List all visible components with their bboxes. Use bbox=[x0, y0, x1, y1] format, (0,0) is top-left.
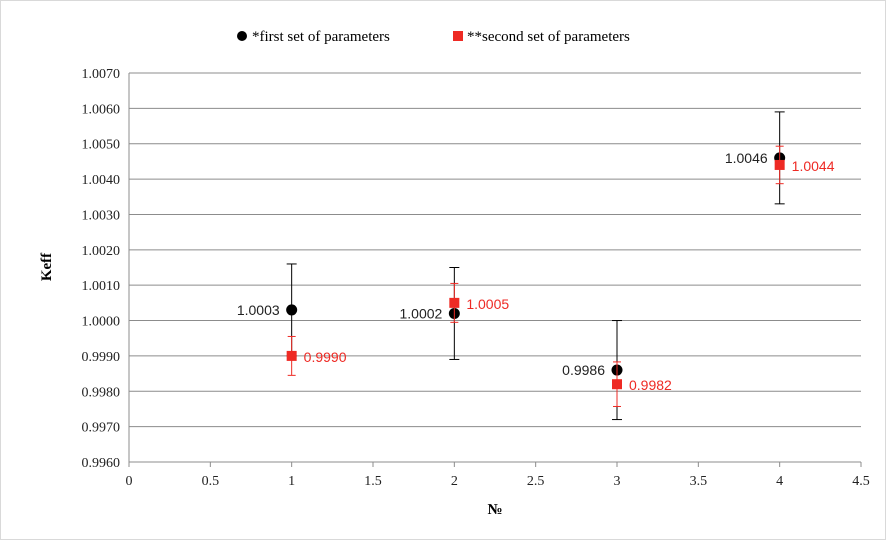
data-label: 1.0003 bbox=[237, 302, 280, 318]
x-axis-title: № bbox=[487, 502, 502, 518]
data-label: 0.9986 bbox=[562, 362, 605, 378]
data-label: 0.9982 bbox=[629, 377, 672, 393]
y-tick-label: 0.9970 bbox=[82, 421, 121, 436]
legend-label-second: **second set of parameters bbox=[467, 29, 630, 45]
y-axis-title: Keff bbox=[39, 252, 55, 281]
y-tick-label: 1.0050 bbox=[82, 138, 121, 153]
y-tick-label: 0.9960 bbox=[82, 456, 121, 471]
y-tick-label: 1.0000 bbox=[82, 315, 121, 330]
y-tick-label: 0.9990 bbox=[82, 350, 121, 365]
data-label: 1.0002 bbox=[400, 305, 443, 321]
data-label: 1.0046 bbox=[725, 150, 768, 166]
y-tick-label: 1.0010 bbox=[82, 279, 121, 294]
x-tick-label: 0 bbox=[126, 474, 133, 489]
x-tick-label: 1 bbox=[288, 474, 295, 489]
legend-marker-first bbox=[237, 31, 247, 41]
y-tick-labels: 0.9960 0.9970 0.9980 0.9990 1.0000 1.0010 1.00… bbox=[82, 67, 121, 471]
data-point bbox=[286, 350, 297, 361]
series-2: 0.9990 1.0005 0.9982 1.0044 bbox=[286, 145, 835, 407]
x-tick-label: 0.5 bbox=[202, 474, 220, 489]
x-tick-label: 2.5 bbox=[527, 474, 545, 489]
x-tick-label: 3 bbox=[614, 474, 621, 489]
x-tick-label: 1.5 bbox=[364, 474, 382, 489]
x-tick-label: 2 bbox=[451, 474, 458, 489]
axes bbox=[128, 73, 862, 467]
data-label: 1.0044 bbox=[792, 158, 835, 174]
legend: *first set of parameters **second set of… bbox=[237, 29, 630, 45]
data-point bbox=[774, 159, 785, 170]
data-label: 1.0005 bbox=[466, 296, 509, 312]
legend-label-first: *first set of parameters bbox=[252, 29, 390, 45]
data-point bbox=[286, 304, 298, 316]
y-tick-label: 1.0070 bbox=[82, 67, 121, 82]
series-1: 1.0003 1.0002 0.9986 1.0046 bbox=[237, 111, 786, 421]
x-tick-labels: 0 0.5 1 1.5 2 2.5 3 3.5 4 4.5 bbox=[126, 474, 870, 489]
data-label: 0.9990 bbox=[304, 349, 347, 365]
data-marks: 1.0003 1.00020.99861.00460.99901.00050.99… bbox=[237, 111, 835, 421]
y-tick-label: 1.0020 bbox=[82, 244, 121, 259]
legend-marker-second bbox=[453, 31, 463, 41]
x-tick-label: 3.5 bbox=[690, 474, 708, 489]
y-tick-label: 1.0060 bbox=[82, 102, 121, 117]
gridlines bbox=[129, 72, 861, 428]
x-tick-label: 4 bbox=[776, 474, 783, 489]
data-point bbox=[612, 379, 622, 390]
y-tick-label: 1.0040 bbox=[82, 173, 121, 188]
y-tick-label: 1.0030 bbox=[82, 208, 121, 223]
x-tick-label: 4.5 bbox=[852, 474, 870, 489]
y-tick-label: 0.9980 bbox=[82, 385, 121, 400]
data-point bbox=[449, 297, 460, 308]
